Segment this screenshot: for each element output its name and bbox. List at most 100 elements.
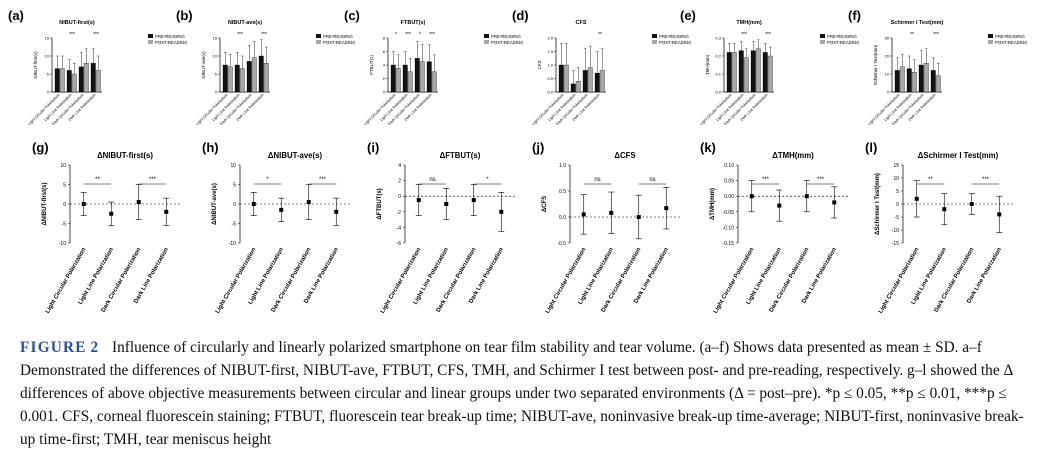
significance-marker: ** [928, 177, 933, 183]
bar-post [395, 68, 401, 93]
y-tick-label: 0 [63, 202, 66, 208]
y-tick-label: 0.3 [715, 36, 721, 41]
y-tick-label: 4 [383, 63, 386, 68]
legend-label-post: POST-READING [995, 40, 1028, 45]
y-tick-label: 30 [885, 36, 890, 41]
mean-point [664, 206, 669, 211]
y-tick-label: 8 [383, 36, 386, 41]
bar-post [767, 55, 773, 93]
y-tick-label: 0.0 [715, 90, 721, 95]
panel-title: CFS [576, 20, 587, 26]
caption-label: FIGURE [20, 339, 87, 356]
legend-swatch-post [316, 40, 321, 44]
legend-label-pre: PRE-READING [995, 34, 1026, 39]
y-axis-label: CFS [537, 61, 542, 70]
y-tick-label: 0 [398, 194, 401, 200]
significance-marker: *** [261, 32, 267, 38]
bar-pre [930, 70, 936, 93]
y-axis-label: TMH(mm) [705, 54, 710, 75]
y-tick-label: 0.0 [547, 90, 553, 95]
significance-marker: ** [95, 177, 100, 183]
y-tick-label: 15 [893, 163, 899, 169]
legend-swatch-pre [316, 34, 321, 38]
significance-marker: *** [933, 32, 939, 38]
mean-point [749, 194, 754, 199]
panel-title: FTBUT(s) [401, 20, 426, 26]
bar-post [251, 57, 257, 93]
legend-swatch-post [988, 40, 993, 44]
legend-swatch-post [484, 40, 489, 44]
mean-point [136, 200, 141, 205]
mean-point [832, 200, 837, 205]
legend-label-post: POST-READING [659, 40, 692, 45]
mean-point [416, 198, 421, 203]
significance-marker: * [486, 177, 489, 183]
panel-letter: (c) [344, 8, 360, 23]
panel-letter: (l) [865, 140, 877, 155]
y-axis-label: ΔFTBUT(s) [377, 188, 383, 219]
panel-title: ΔNIBUT-first(s) [97, 151, 153, 160]
mean-point [471, 198, 476, 203]
bar-pre [246, 61, 252, 93]
bar-pre [726, 52, 732, 93]
y-axis-label: ΔNIBUT-ave(s) [212, 183, 218, 225]
panel-title: Schirmer I Test(mm) [891, 20, 944, 26]
y-tick-label: 2.0 [547, 36, 553, 41]
y-tick-label: 5 [63, 183, 66, 189]
bar-post [731, 52, 737, 93]
panel-letter: (b) [176, 8, 193, 23]
bar-post [83, 63, 89, 93]
bar-pre [582, 70, 588, 93]
y-tick-label: 10 [230, 163, 236, 169]
legend-label-pre: PRE-READING [155, 34, 186, 39]
y-axis-label: NIBUT-ave(s) [201, 51, 206, 79]
significance-marker: *** [982, 177, 990, 183]
y-tick-label: -0.10 [723, 225, 735, 231]
panel-title: TMH(mm) [736, 20, 762, 26]
y-axis-label: NIBUT-first(s) [33, 51, 38, 79]
y-tick-label: 6 [383, 49, 386, 54]
significance-marker: ns [594, 177, 600, 183]
legend-swatch-pre [484, 34, 489, 38]
y-tick-label: -10 [59, 241, 66, 247]
bar-post [71, 73, 77, 93]
y-tick-label: 0.10 [724, 163, 734, 169]
mean-point [444, 202, 449, 206]
y-tick-label: 15 [45, 36, 50, 41]
bar-post [95, 70, 101, 93]
y-tick-label: -10 [892, 228, 899, 234]
y-tick-label: -0.05 [723, 210, 735, 216]
mean-point [969, 202, 974, 206]
mean-point [334, 209, 339, 214]
bar-pre [894, 70, 900, 93]
panel-title: NIBUT-first(s) [59, 20, 95, 26]
significance-marker: * [266, 177, 269, 183]
bar-post [575, 81, 581, 93]
bar-post [587, 67, 593, 93]
significance-marker: *** [405, 32, 411, 38]
caption-number: 2 [90, 339, 99, 356]
panel-title: ΔTMH(mm) [772, 151, 814, 160]
legend-label-post: POST-READING [155, 40, 188, 45]
y-tick-label: 1.0 [547, 63, 553, 68]
panel-letter: (i) [367, 140, 379, 155]
significance-marker: * [395, 32, 397, 38]
legend-label-post: POST-READING [827, 40, 860, 45]
legend-label-post: POST-READING [323, 40, 356, 45]
y-tick-label: 5 [233, 183, 236, 189]
bar-post [419, 61, 425, 93]
mean-point [777, 203, 782, 208]
bar-pre [918, 64, 924, 93]
bar-post [743, 57, 749, 93]
bar-pre [750, 50, 756, 93]
caption-text: Influence of circularly and linearly pol… [20, 339, 1024, 448]
panel-title: NIBUT-ave(s) [228, 20, 262, 26]
y-tick-label: 0.00 [724, 194, 734, 200]
panel-letter: (g) [32, 140, 49, 155]
bar-pre [390, 64, 396, 93]
bar-post [407, 71, 413, 93]
bar-post [911, 72, 917, 93]
mean-point [499, 209, 504, 214]
bar-pre [234, 64, 240, 93]
mean-point [251, 202, 256, 206]
